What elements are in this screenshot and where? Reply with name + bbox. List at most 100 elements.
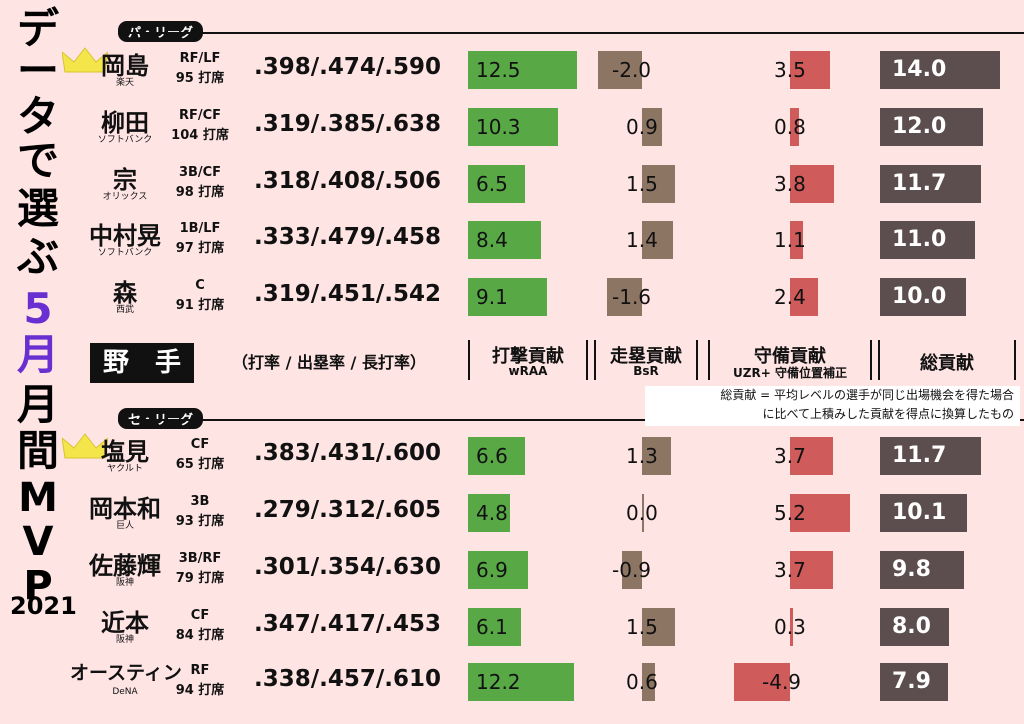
defense-value: -4.9	[762, 670, 802, 694]
running-header-bracket	[594, 340, 698, 380]
running-value: 0.0	[626, 501, 658, 525]
batting-bar	[468, 437, 526, 475]
defense-subheader: UZR+ 守備位置補正	[733, 366, 847, 380]
total-bar	[880, 278, 966, 316]
player-slash-line: .347/.417/.453	[254, 611, 442, 637]
player-plate-appearances: 93 打席	[175, 514, 225, 529]
running-value: 1.4	[626, 228, 658, 252]
player-position: RF/CF	[178, 108, 222, 123]
total-header-bracket	[878, 340, 1016, 380]
batting-bar	[468, 278, 548, 316]
title-char: ー	[16, 46, 59, 95]
player-slash-line: .338/.457/.610	[254, 666, 442, 692]
player-position: C	[195, 278, 205, 293]
running-value: -1.6	[612, 285, 652, 309]
batting-bar	[468, 663, 575, 701]
player-name: 柳田	[101, 109, 149, 137]
player-team: 西武	[115, 305, 134, 315]
defense-bar	[790, 437, 833, 475]
se-league-tag: セ・リーグ	[118, 408, 204, 429]
running-bar	[598, 51, 642, 89]
player-name: 中村晃	[89, 222, 161, 250]
running-bar	[642, 494, 644, 532]
batting-bar	[468, 494, 510, 532]
player-plate-appearances: 84 打席	[175, 628, 225, 643]
running-bar	[606, 278, 642, 316]
total-bar	[880, 51, 1001, 89]
year-label: 2021	[10, 592, 77, 620]
running-value: 1.5	[626, 615, 658, 639]
player-position: 1B/LF	[179, 221, 221, 236]
total-bar	[880, 608, 949, 646]
batting-value: 4.8	[476, 501, 508, 525]
defense-bar	[790, 494, 850, 532]
running-bar	[642, 437, 671, 475]
batting-value: 8.4	[476, 228, 508, 252]
note-line-2: に比べて上積みした貢献を得点に換算したもの	[762, 407, 1014, 421]
player-plate-appearances: 65 打席	[175, 457, 225, 472]
title-char: M	[18, 475, 58, 521]
batting-value: 10.3	[476, 115, 521, 139]
total-value: 8.0	[892, 614, 931, 639]
total-value: 11.0	[892, 227, 947, 252]
player-slash-line: .319/.451/.542	[254, 281, 442, 307]
player-team: ソフトバンク	[97, 248, 153, 258]
title-char: 選	[16, 184, 59, 233]
running-bar	[642, 608, 675, 646]
running-value: -2.0	[612, 58, 652, 82]
player-position: 3B/CF	[178, 165, 222, 180]
total-value: 10.1	[892, 500, 947, 525]
defense-value: 0.8	[774, 115, 806, 139]
defense-value: 3.5	[774, 58, 806, 82]
running-value: 1.3	[626, 444, 658, 468]
title-char: ぶ	[16, 232, 59, 281]
player-position: 3B/RF	[178, 551, 222, 566]
defense-bar	[733, 663, 790, 701]
player-team: ソフトバンク	[97, 135, 153, 145]
batting-header: 打撃貢献	[492, 346, 564, 367]
defense-value: 0.3	[774, 615, 806, 639]
running-bar	[642, 221, 673, 259]
player-name: 岡島	[101, 52, 149, 80]
total-value: 9.8	[892, 557, 931, 582]
total-definition-note: 総貢献 = 平均レベルの選手が同じ出場機会を得た場合 に比べて上積みした貢献を得…	[645, 386, 1020, 426]
title-char: タ	[16, 92, 59, 141]
defense-bar	[790, 108, 800, 146]
batting-bar	[468, 221, 542, 259]
player-name: 宗	[113, 166, 137, 194]
slash-header: （打率 / 出塁率 / 長打率）	[232, 353, 426, 372]
title-char: デ	[16, 4, 59, 53]
batting-value: 6.1	[476, 615, 508, 639]
running-value: 1.5	[626, 172, 658, 196]
total-bar	[880, 165, 981, 203]
title-char: 間	[16, 426, 59, 475]
defense-value: 3.8	[774, 172, 806, 196]
running-bar	[622, 551, 642, 589]
total-bar	[880, 437, 981, 475]
player-slash-line: .319/.385/.638	[254, 111, 442, 137]
defense-bar	[790, 278, 818, 316]
defense-value: 5.2	[774, 501, 806, 525]
player-team: 阪神	[115, 635, 134, 645]
batting-value: 12.2	[476, 670, 521, 694]
player-name: 岡本和	[89, 495, 161, 523]
total-value: 7.9	[892, 669, 931, 694]
batting-bar	[468, 608, 522, 646]
player-team: DeNA	[112, 687, 138, 697]
player-position: RF	[190, 663, 210, 678]
crown-icon	[62, 47, 108, 73]
title-char: V	[22, 519, 54, 565]
running-value: -0.9	[612, 558, 652, 582]
running-header: 走塁貢献	[610, 346, 682, 367]
note-line-1: 総貢献 = 平均レベルの選手が同じ出場機会を得た場合	[720, 388, 1014, 402]
player-slash-line: .398/.474/.590	[254, 54, 442, 80]
total-value: 10.0	[892, 284, 947, 309]
defense-value: 3.7	[774, 444, 806, 468]
defense-bar	[790, 608, 794, 646]
title-char: P	[23, 563, 53, 609]
batting-bar	[468, 551, 529, 589]
defense-value: 3.7	[774, 558, 806, 582]
player-slash-line: .279/.312/.605	[254, 497, 442, 523]
title-char: 月	[16, 380, 59, 429]
